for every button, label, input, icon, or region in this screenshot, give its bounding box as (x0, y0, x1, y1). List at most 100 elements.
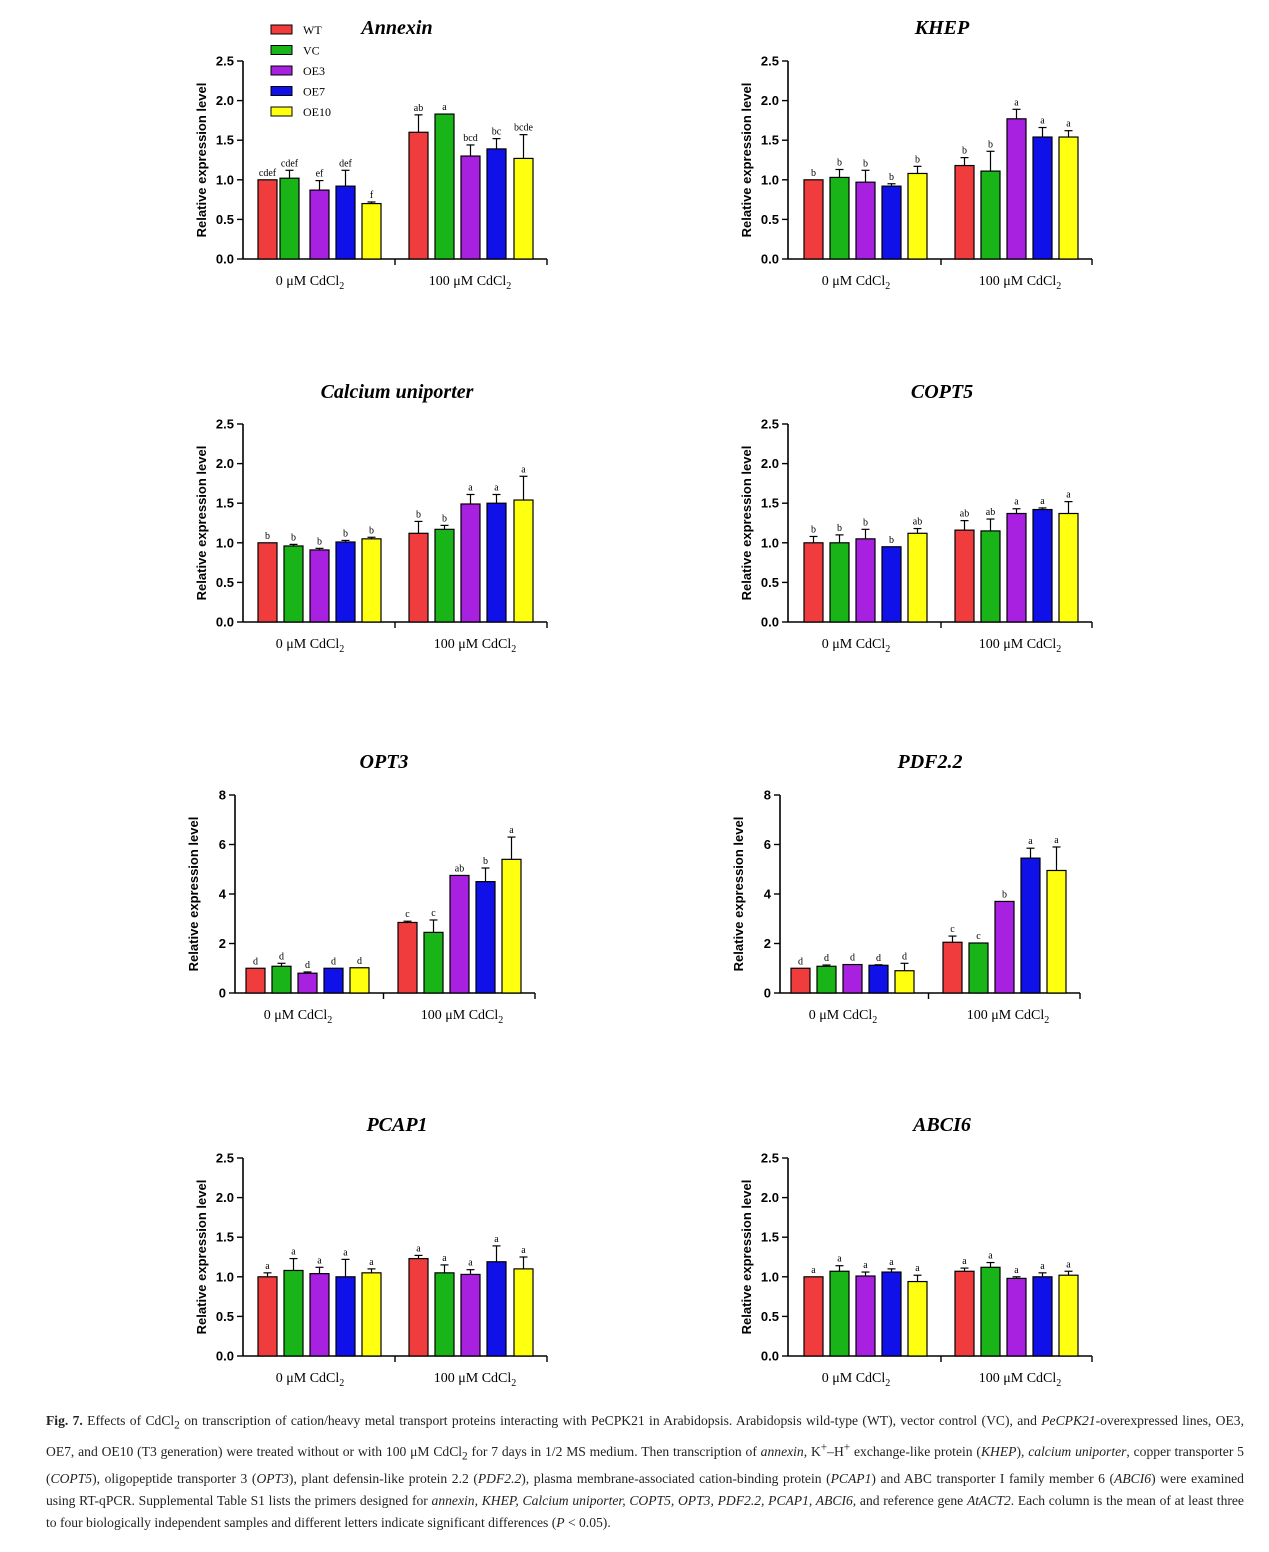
bar (283, 545, 304, 623)
y-tick-label: 1.5 (761, 1230, 779, 1245)
y-tick-label: 2.0 (216, 1190, 234, 1205)
bar (283, 1269, 304, 1357)
y-tick-label: 2.5 (761, 417, 779, 432)
chart-title: PCAP1 (365, 1114, 427, 1136)
y-tick-label: 2.0 (761, 93, 779, 108)
bar (855, 538, 876, 623)
chart-panel: COPT5 Relative expression level 0.0 0.5 1.0 1… (739, 381, 1093, 655)
chart-panel: KHEP Relative expression level 0.0 0.5 1.0 1.… (739, 17, 1093, 292)
significance-letter: b (863, 517, 868, 528)
bar (1046, 869, 1067, 994)
bar (434, 113, 455, 260)
y-tick-label: 2 (219, 936, 226, 951)
y-tick-label: 1.0 (216, 535, 234, 550)
significance-letter: ab (414, 103, 423, 114)
significance-letter: a (1066, 1259, 1071, 1270)
caption-segment: ) and ABC transporter I family member 6 … (871, 1470, 1115, 1486)
legend-swatch (270, 45, 293, 55)
bar (842, 963, 863, 994)
chart-panel: Calcium uniporter Relative expression lev… (194, 381, 548, 655)
bar (513, 1268, 534, 1357)
bar (501, 858, 522, 994)
significance-letter: b (483, 856, 488, 867)
bar (1058, 1274, 1079, 1357)
significance-letter: d (331, 956, 336, 967)
legend-label: OE10 (303, 105, 331, 119)
bar (335, 1276, 356, 1357)
caption-segment: PDF2.2 (477, 1470, 522, 1486)
significance-letter: a (265, 1261, 270, 1272)
caption-segment: , copper transporter 5 ( (46, 1444, 1244, 1486)
significance-letter: a (442, 102, 447, 113)
bar (257, 179, 278, 260)
x-category-label: 0 μM CdCl2 (822, 274, 891, 292)
significance-letter: b (837, 523, 842, 534)
y-tick-label: 8 (764, 788, 771, 803)
significance-letter: a (416, 1243, 421, 1254)
y-tick-label: 0.5 (761, 212, 779, 227)
y-tick-label: 0.5 (216, 212, 234, 227)
chart-title: Annexin (359, 17, 432, 39)
significance-letter: a (494, 1234, 499, 1245)
significance-letter: def (339, 158, 352, 169)
bar (408, 131, 429, 260)
bar (397, 921, 418, 994)
legend: WT VC OE3 OE7 OE10 (270, 23, 331, 119)
bar (460, 155, 481, 260)
caption-segment: ), plasma membrane-associated cation-bin… (521, 1470, 831, 1486)
bar (1006, 118, 1027, 260)
bar (803, 1276, 824, 1357)
legend-label: VC (303, 44, 320, 58)
significance-letter: f (370, 190, 374, 201)
y-axis-label: Relative expression level (739, 446, 754, 601)
bar (486, 148, 507, 260)
y-tick-label: 0.5 (216, 575, 234, 590)
bar (335, 541, 356, 623)
x-category-label: 0 μM CdCl2 (276, 637, 345, 655)
significance-letter: cdef (281, 158, 299, 169)
y-tick-label: 1.5 (761, 133, 779, 148)
significance-letter: b (317, 536, 322, 547)
caption-segment: AtACT2 (966, 1492, 1011, 1508)
bar (829, 176, 850, 260)
y-tick-label: 0.5 (761, 1309, 779, 1324)
significance-letter: a (494, 482, 499, 493)
bar (361, 1272, 382, 1357)
chart-panel: PDF2.2 Relative expression level 0 2 4 6 8 0 μM… (731, 751, 1081, 1026)
x-category-label: 0 μM CdCl2 (809, 1008, 878, 1026)
bar (335, 185, 356, 260)
y-axis-label: Relative expression level (194, 83, 209, 238)
caption-segment: exchange-like protein ( (850, 1444, 981, 1460)
significance-letter: ab (960, 509, 969, 520)
y-tick-label: 2.5 (216, 417, 234, 432)
significance-letter: a (442, 1253, 447, 1264)
chart-title: Calcium uniporter (321, 381, 474, 403)
bar (790, 967, 811, 994)
x-category-label: 100 μM CdCl2 (434, 637, 517, 655)
x-category-label: 100 μM CdCl2 (429, 274, 512, 292)
bar (449, 874, 470, 994)
caption-segment: + (820, 1441, 828, 1454)
bar (1058, 512, 1079, 623)
significance-letter: d (876, 953, 881, 964)
y-tick-label: 0.0 (761, 615, 779, 630)
caption-segment: OPT3 (256, 1470, 289, 1486)
chart-title: KHEP (914, 17, 970, 39)
y-tick-label: 2.5 (761, 54, 779, 69)
significance-letter: a (509, 825, 514, 836)
bar (868, 964, 889, 994)
legend-swatch (270, 86, 293, 96)
bar (954, 529, 975, 623)
significance-letter: ab (455, 863, 464, 874)
caption-segment: KHEP (980, 1444, 1017, 1460)
caption-segment: < 0.05). (564, 1514, 611, 1530)
bar (942, 941, 963, 994)
significance-letter: c (405, 909, 410, 920)
bar (881, 185, 902, 260)
significance-letter: d (357, 956, 362, 967)
caption-segment: Effects of CdCl (82, 1413, 175, 1428)
chart-title: COPT5 (911, 381, 973, 403)
significance-letter: b (343, 528, 348, 539)
bar (1032, 508, 1053, 623)
significance-letter: b (837, 158, 842, 169)
